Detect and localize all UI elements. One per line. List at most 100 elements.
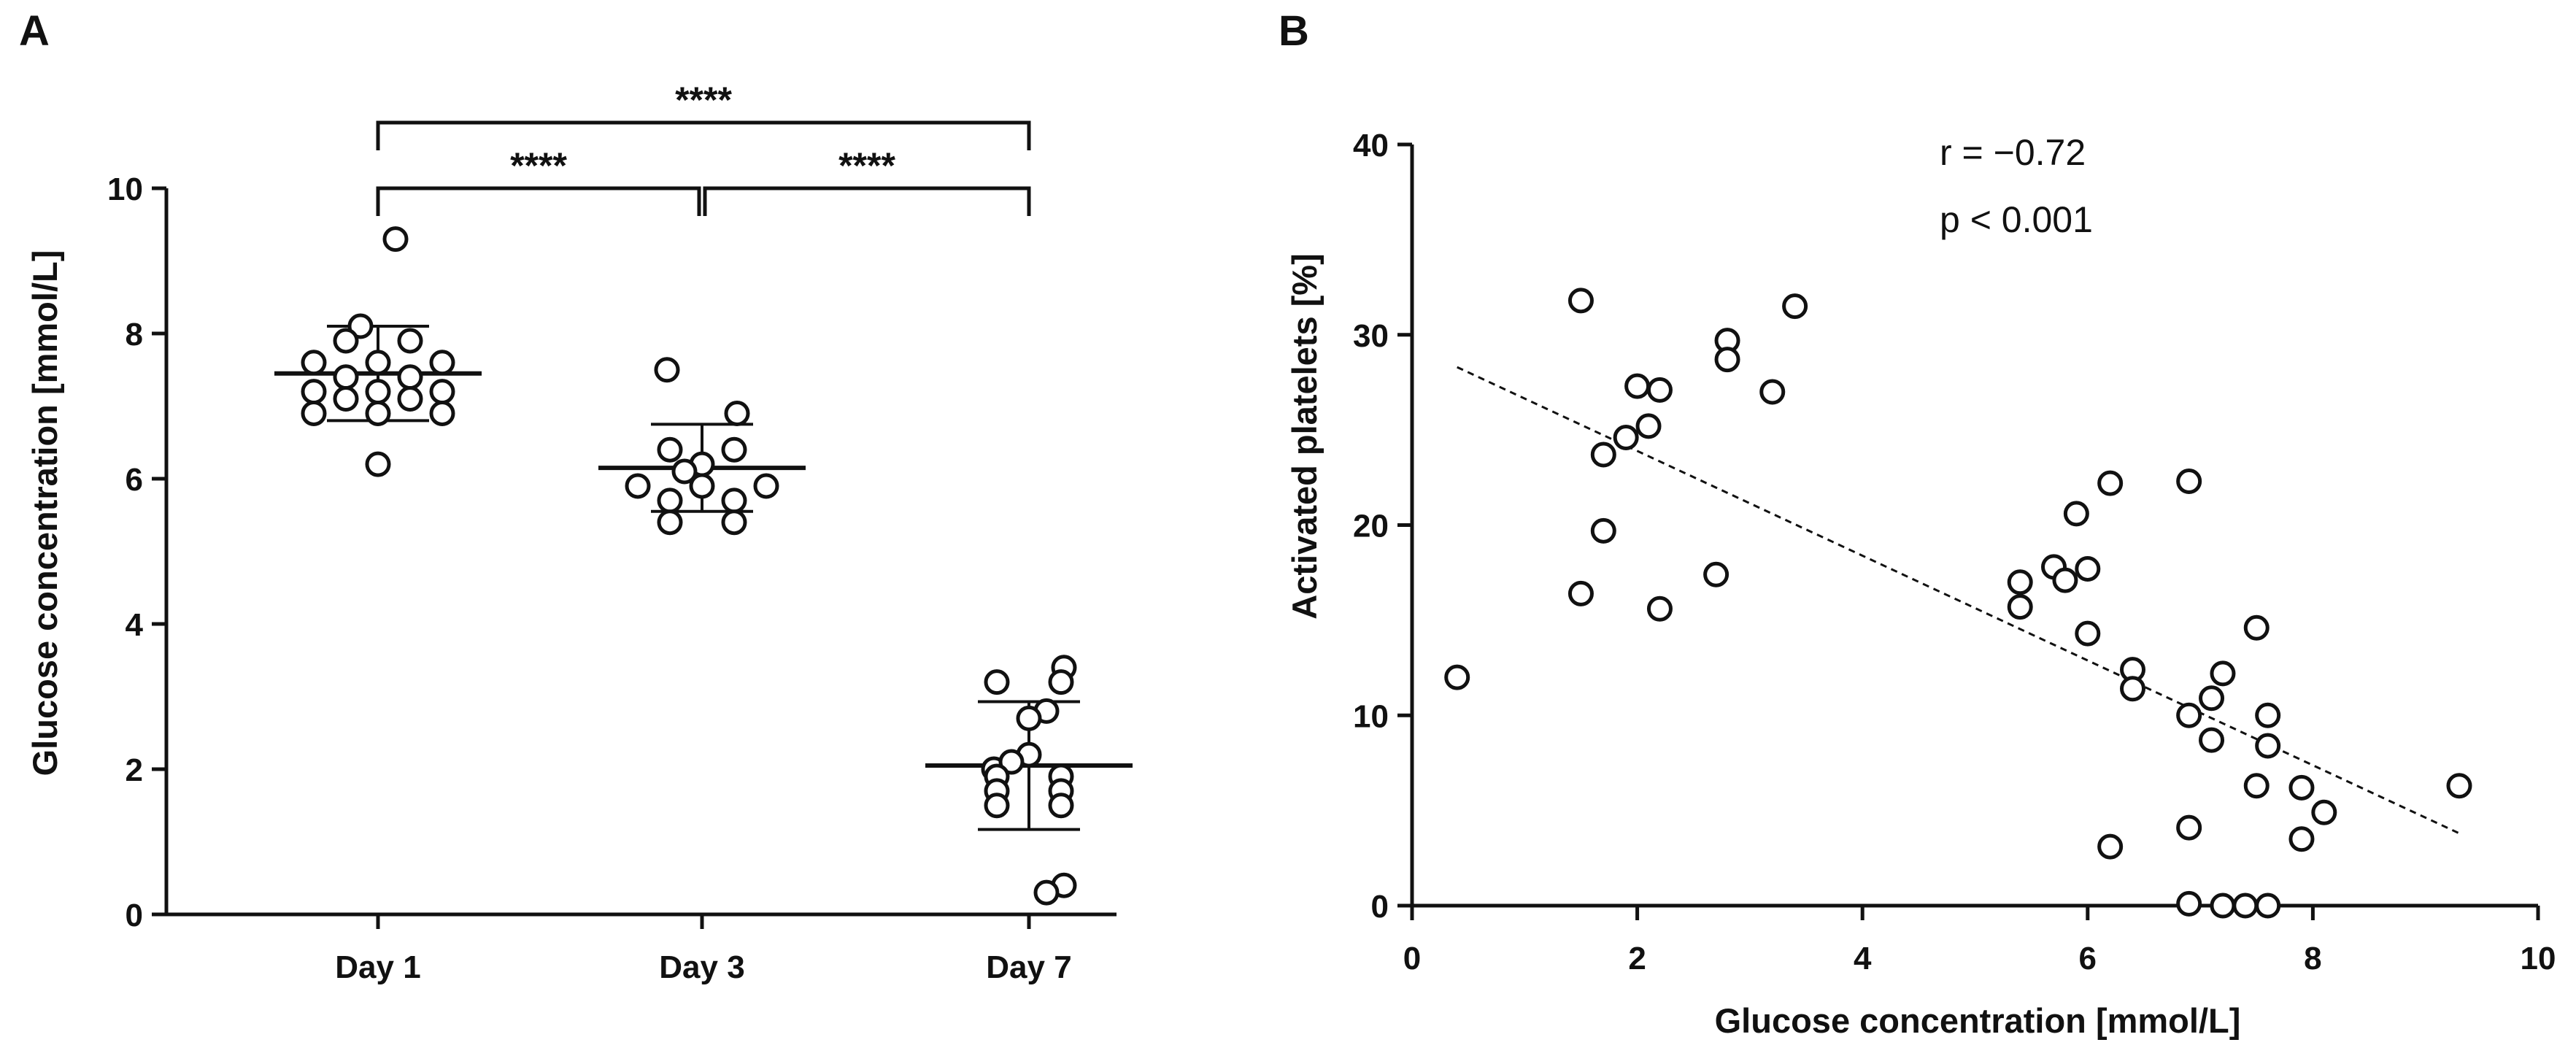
panel-a-y-tick-label: 0 [126,898,143,933]
data-point [397,364,423,390]
data-point [998,749,1025,775]
data-point [2075,555,2101,582]
data-point [984,793,1010,819]
data-point [2232,893,2259,919]
data-point [654,357,680,383]
panel-b-y-axis-label: Activated platelets [%] [1285,253,1324,619]
data-point [1624,373,1651,399]
data-point [724,400,750,426]
panel-a-y-tick-label: 10 [107,171,143,207]
significance-bracket [703,186,1031,216]
data-point [1590,517,1616,544]
panel-b-y-tick-label: 20 [1353,509,1389,544]
data-point [1646,377,1673,403]
data-point [2097,833,2124,860]
data-point [1033,879,1060,906]
data-point [2176,890,2202,917]
panel-a-x-tick-label: Day 3 [659,949,744,985]
panel-b-letter: B [1279,7,1309,55]
data-point [2063,501,2089,527]
data-point [365,451,391,477]
data-point [2176,814,2202,841]
panel-a-letter: A [19,7,50,55]
panel-a-x-tick-label: Day 7 [986,949,1071,985]
significance-label: **** [675,80,732,120]
correlation-coefficient-label: r = −0.72 [1940,132,2086,173]
data-point [721,436,747,463]
panel-b-x-tick-label: 4 [1854,941,1872,976]
data-point [689,473,715,499]
data-point [347,313,374,339]
panel-b: B 0 10 20 30 40 0 2 4 6 8 10 Activated platelets … [1279,7,2556,1040]
data-point [1590,442,1616,468]
panel-b-x-tick-label: 6 [2079,941,2097,976]
data-point [365,350,391,376]
data-point [429,379,455,405]
data-point [2288,826,2315,852]
panel-a-y-ticks: 0 2 4 6 8 10 [107,171,166,933]
data-point [657,487,683,514]
data-point [2210,660,2236,687]
data-point [1048,669,1074,695]
data-point [2075,620,2101,647]
data-point [1759,379,1786,405]
panel-b-y-tick-label: 30 [1353,318,1389,354]
panel-a-y-tick-label: 6 [126,462,143,498]
panel-a-y-tick-label: 2 [126,752,143,788]
significance-bracket [376,120,1031,150]
data-point [671,458,698,485]
data-point [2243,614,2270,641]
data-point [2097,470,2124,496]
data-point [721,487,747,514]
panel-b-x-tick-label: 2 [1628,941,1646,976]
panel-a-significance-brackets: **** **** **** [376,80,1031,216]
data-point [657,436,683,463]
data-point [753,473,779,499]
panel-b-y-tick-label: 10 [1353,698,1389,734]
panel-b-y-tick-label: 0 [1371,889,1389,925]
data-point [397,328,423,354]
panel-b-points [1444,288,2472,919]
data-point [2176,469,2202,495]
data-point [2210,893,2236,919]
data-point [333,364,359,390]
data-point [625,473,651,499]
data-point [2255,702,2281,728]
panel-b-y-tick-label: 40 [1353,128,1389,163]
p-value-label: p < 0.001 [1940,199,2093,240]
data-point [1635,413,1662,439]
panel-b-x-ticks: 0 2 4 6 8 10 [1403,906,2556,976]
panel-a-points [301,226,1077,906]
panel-a-y-tick-label: 8 [126,317,143,352]
data-point [1703,561,1729,587]
data-point [333,386,359,412]
significance-label: **** [838,145,895,186]
panel-a-x-ticks: Day 1 Day 3 Day 7 [335,914,1072,985]
panel-a-axes [164,188,1117,917]
data-point [2255,893,2281,919]
data-point [429,350,455,376]
panel-b-trendline [1457,366,2460,835]
regression-line [1457,366,2460,835]
data-point [2243,773,2270,799]
data-point [365,400,391,426]
data-point [333,328,359,354]
data-point [2311,799,2337,825]
panel-b-x-tick-label: 0 [1403,941,1421,976]
data-point [1567,288,1594,314]
data-point [301,400,327,426]
panel-b-x-tick-label: 10 [2521,941,2556,976]
panel-a: A 0 2 4 6 8 10 Day 1 Day 3 Day 7 Glucose concen… [19,7,1133,985]
data-point [1567,580,1594,606]
data-point [382,226,409,252]
data-point [2446,773,2472,799]
data-point [1048,793,1074,819]
data-point [1016,705,1042,731]
data-point [1646,595,1673,622]
data-point [429,400,455,426]
data-point [2007,569,2033,595]
panel-a-x-tick-label: Day 1 [335,949,420,985]
data-point [301,379,327,405]
data-point [2255,733,2281,759]
data-point [984,669,1010,695]
